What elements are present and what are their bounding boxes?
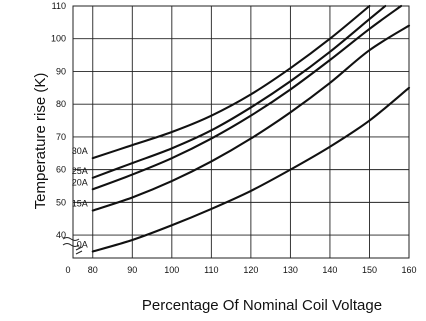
axis-break-mark (75, 246, 83, 255)
label-layer: 0 80 90 100 110 120 130 140 150 160 40 50 60 70 80 90 10… (51, 1, 417, 275)
x-tick-label: 150 (362, 265, 377, 275)
x-tick-label: 110 (204, 265, 218, 275)
x-tick-label: 140 (322, 265, 337, 275)
x-tick-label: 130 (283, 265, 298, 275)
y-tick-label: 50 (56, 197, 66, 207)
plot-frame (72, 5, 410, 259)
x-axis-label: Percentage Of Nominal Coil Voltage (142, 297, 382, 314)
series-label-30a: 30A (72, 146, 88, 156)
y-tick-label: 80 (56, 99, 66, 109)
x-tick-label: 80 (88, 265, 98, 275)
series-layer (91, 4, 411, 253)
series-line-30a (91, 4, 371, 160)
x-tick-label: 90 (127, 265, 137, 275)
series-label-20a: 20A (72, 177, 88, 187)
series-label-0a: 0A (77, 239, 88, 249)
series-line-15a (91, 24, 411, 212)
series-line-20a (91, 4, 403, 191)
x-tick-label: 160 (401, 265, 416, 275)
y-tick-label: 110 (52, 1, 66, 11)
axis-break-mark (62, 243, 80, 247)
axis-break-mark (62, 237, 80, 241)
y-tick-label: 100 (51, 34, 66, 44)
grid-layer (62, 5, 410, 259)
series-line-25a (91, 4, 387, 179)
y-axis-label: Temperature rise (K) (32, 73, 49, 210)
series-label-25a: 25A (72, 166, 88, 176)
series-label-15a: 15A (72, 199, 88, 209)
x-tick-label: 120 (243, 265, 258, 275)
y-tick-label: 70 (56, 132, 66, 142)
x-tick-label: 0 (65, 265, 70, 275)
series-line-0a (91, 86, 411, 253)
y-tick-label: 60 (56, 165, 66, 175)
x-tick-label: 100 (164, 265, 179, 275)
y-tick-label: 40 (56, 230, 66, 240)
y-tick-label: 90 (56, 66, 66, 76)
